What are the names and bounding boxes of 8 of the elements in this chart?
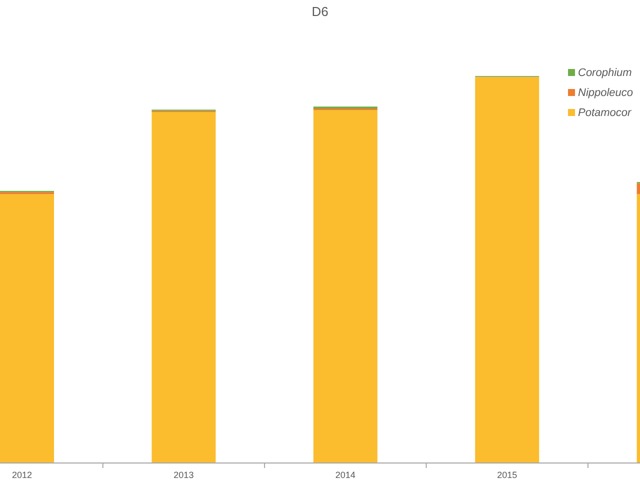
x-tick-label: 2012 [12,470,32,480]
legend-label: Nippoleuco [578,87,634,99]
x-tick-label: 2013 [174,470,194,480]
legend-label: Potamocor [578,107,633,119]
x-tick-label: 2014 [335,470,356,480]
chart-title: D6 [312,4,328,19]
x-tick-label: 2015 [497,470,518,480]
legend-label: Corophium [578,67,632,79]
